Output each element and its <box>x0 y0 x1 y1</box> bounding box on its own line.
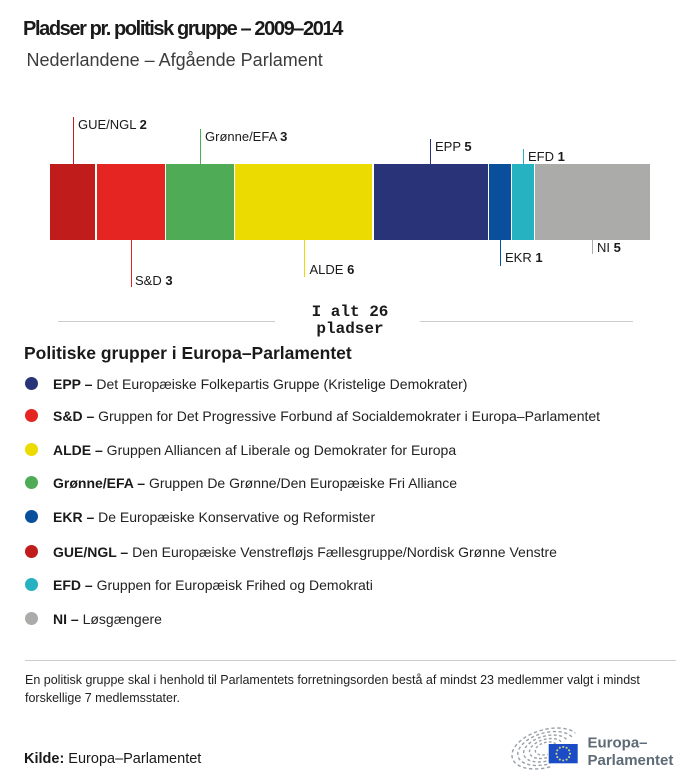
svg-text:Parlamentet: Parlamentet <box>588 752 674 769</box>
svg-text:Europa–: Europa– <box>588 735 648 752</box>
